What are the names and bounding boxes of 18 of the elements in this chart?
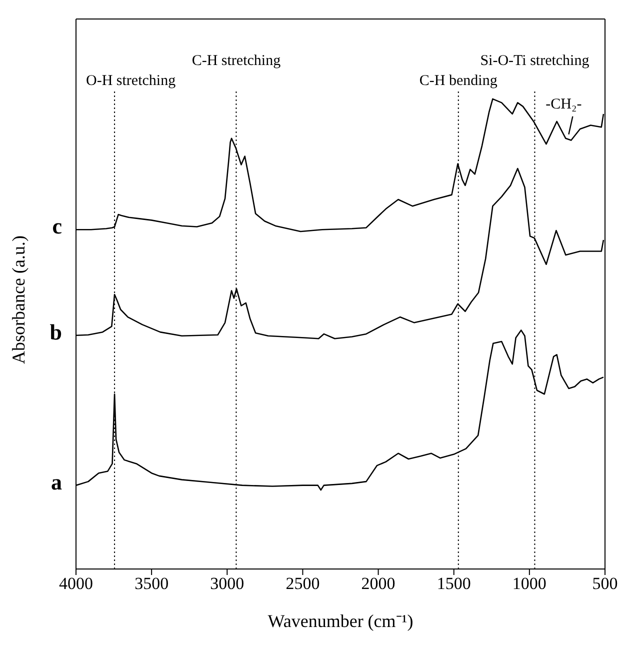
ref-line-label: C-H stretching	[192, 53, 282, 69]
ref-line-label: C-H bending	[419, 73, 498, 89]
ref-line-label: O-H stretching	[86, 73, 176, 89]
x-tick-label: 2500	[286, 574, 320, 594]
series-label: c	[52, 214, 62, 239]
x-tick-label: 4000	[59, 574, 93, 594]
x-tick-label: 3000	[210, 574, 244, 594]
x-tick-label: 500	[592, 574, 618, 594]
series-label: b	[50, 319, 62, 344]
series-label: a	[51, 469, 62, 494]
x-tick-label: 1500	[436, 574, 471, 594]
x-tick-label: 2000	[361, 574, 396, 594]
x-tick-label: 1000	[512, 574, 546, 594]
annotation: -CH₂-	[546, 96, 582, 112]
y-axis-title: Absorbance (a.u.)	[8, 236, 28, 364]
x-tick-label: 3500	[134, 574, 169, 594]
ref-line-label: Si-O-Ti stretching	[480, 53, 590, 69]
x-axis-title: Wavenumber (cm⁻¹)	[268, 611, 414, 631]
